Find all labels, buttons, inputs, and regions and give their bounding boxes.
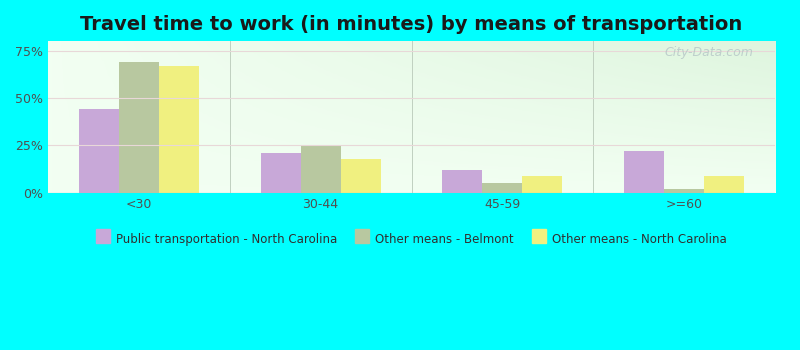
Bar: [442, 170, 482, 193]
Bar: [522, 176, 562, 193]
Bar: [118, 62, 158, 193]
Title: Travel time to work (in minutes) by means of transportation: Travel time to work (in minutes) by mean…: [80, 15, 742, 34]
Bar: [301, 145, 341, 193]
Bar: [158, 66, 198, 193]
Legend: Public transportation - North Carolina, Other means - Belmont, Other means - Nor: Public transportation - North Carolina, …: [92, 228, 731, 251]
Text: City-Data.com: City-Data.com: [665, 46, 754, 59]
Bar: [78, 109, 118, 193]
Bar: [704, 176, 744, 193]
Bar: [482, 183, 522, 193]
Bar: [341, 159, 381, 193]
Bar: [624, 151, 664, 193]
Bar: [261, 153, 301, 193]
Bar: [664, 189, 704, 193]
